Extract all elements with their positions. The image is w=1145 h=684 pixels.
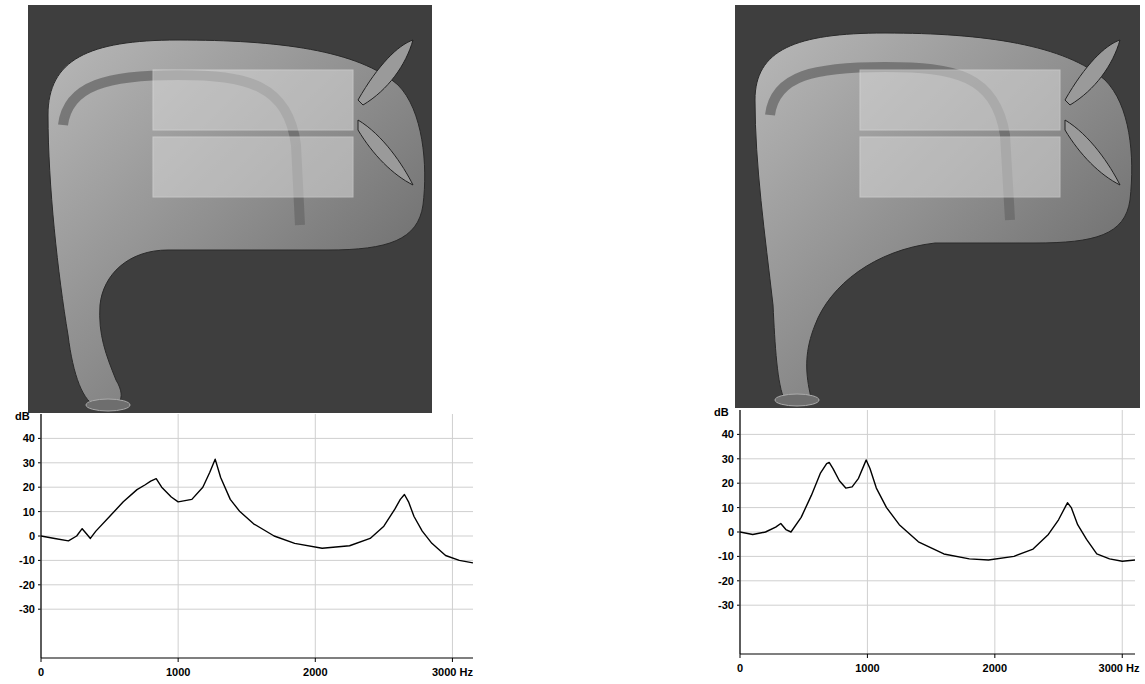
x-tick-label: 1000 (166, 666, 190, 678)
y-tick-label: 40 (722, 428, 734, 440)
y-grid-line (740, 483, 1135, 484)
tract-surface (755, 33, 1132, 404)
y-tick-label: 0 (29, 530, 35, 542)
y-grid-line (41, 511, 473, 512)
y-tick-label: 0 (728, 526, 734, 538)
y-grid-line (41, 609, 473, 610)
y-grid-line (740, 556, 1135, 557)
y-tick-label: 10 (23, 506, 35, 518)
x-grid-line (867, 410, 868, 654)
plot-area (740, 460, 1135, 561)
x-grid-line (994, 410, 995, 654)
x-tick-label: 3000 Hz (1099, 662, 1140, 674)
lower-teeth (860, 137, 1060, 197)
y-tick-label: 20 (722, 477, 734, 489)
vocal-tract-render (735, 5, 1140, 408)
y-axis-title: dB (15, 410, 30, 422)
x-grid-line (1122, 410, 1123, 654)
y-tick-label: -10 (718, 550, 734, 562)
y-tick-label: 30 (722, 453, 734, 465)
x-tick-label: 3000 Hz (432, 666, 473, 678)
glottis-end (86, 399, 130, 411)
y-grid-line (41, 438, 473, 439)
upper-lip (1065, 40, 1120, 105)
y-grid-line (740, 458, 1135, 459)
y-grid-line (41, 487, 473, 488)
x-grid-line (452, 414, 453, 658)
y-tick-label: -30 (718, 599, 734, 611)
lower-lip (358, 120, 413, 185)
y-tick-label: -10 (19, 554, 35, 566)
y-tick-label: -20 (19, 579, 35, 591)
lower-lip (1065, 120, 1120, 185)
figure: -30-20-100102030400100020003000 HzdB-30-… (0, 0, 1145, 684)
y-tick-label: 40 (23, 432, 35, 444)
y-grid-line (740, 605, 1135, 606)
y-grid-line (740, 434, 1135, 435)
vocal-tract-render (28, 5, 432, 413)
y-grid-line (41, 536, 473, 537)
x-tick-label: 1000 (855, 662, 879, 674)
y-tick-label: 10 (722, 502, 734, 514)
x-tick-label: 0 (38, 666, 44, 678)
y-grid-line (41, 462, 473, 463)
x-tick-label: 2000 (983, 662, 1007, 674)
y-tick-label: 20 (23, 481, 35, 493)
lower-teeth (153, 137, 353, 197)
spectrum-line (41, 459, 473, 563)
y-grid-line (41, 560, 473, 561)
spectrum-chart: -30 -20 -10 0 10 20 30 40 0 1000 2000 3000 Hz dB (15, 410, 473, 678)
tract-surface (48, 40, 425, 408)
upper-teeth (153, 70, 353, 130)
y-tick-label: -20 (718, 575, 734, 587)
plot-area (41, 459, 473, 563)
x-axis (740, 653, 1135, 654)
render-background (28, 5, 432, 413)
y-grid-line (740, 507, 1135, 508)
spectrum-line (740, 460, 1135, 561)
x-tick-label: 2000 (303, 666, 327, 678)
upper-teeth (860, 70, 1060, 130)
upper-lip (358, 40, 413, 105)
x-tick-label: 0 (737, 662, 743, 674)
x-grid-line (315, 414, 316, 658)
glottis-end (775, 394, 819, 406)
x-axis (41, 657, 473, 658)
y-tick-label: -30 (19, 603, 35, 615)
render-background (735, 5, 1140, 408)
spectrum-chart: -30 -20 -10 0 10 20 30 40 0 1000 2000 3000 Hz dB (714, 406, 1140, 674)
y-grid-line (740, 532, 1135, 533)
y-grid-line (740, 580, 1135, 581)
y-grid-line (41, 584, 473, 585)
x-grid-line (178, 414, 179, 658)
y-axis-title: dB (714, 406, 729, 418)
y-tick-label: 30 (23, 457, 35, 469)
